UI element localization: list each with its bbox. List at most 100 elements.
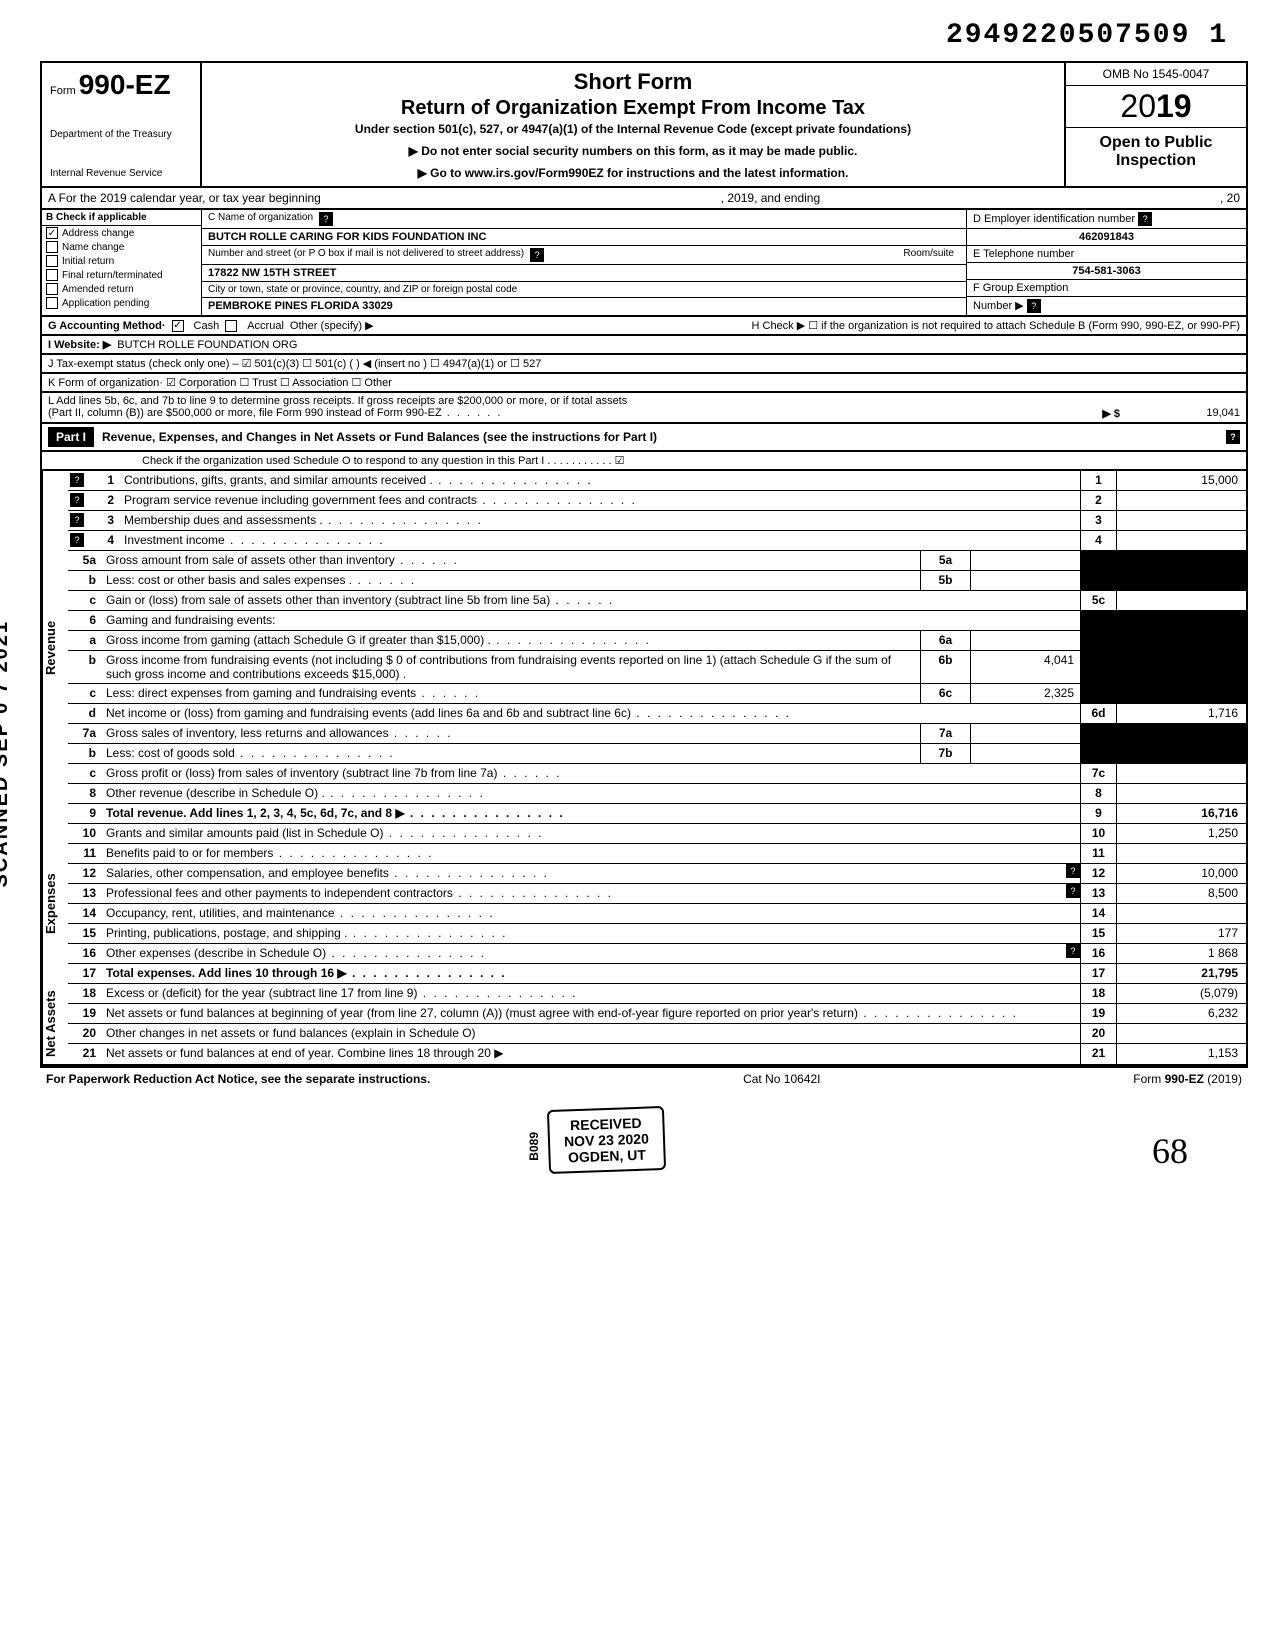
help-icon[interactable]: ? bbox=[1066, 884, 1080, 898]
line-l-text1: L Add lines 5b, 6c, and 7b to line 9 to … bbox=[48, 395, 1240, 407]
help-icon[interactable]: ? bbox=[70, 473, 84, 487]
line-num: 14 bbox=[68, 904, 102, 923]
label-application-pending: Application pending bbox=[62, 298, 149, 309]
blackout-cell bbox=[1116, 551, 1246, 570]
line-ref: 20 bbox=[1080, 1024, 1116, 1043]
line-ref: 11 bbox=[1080, 844, 1116, 863]
line-desc: Total expenses. Add lines 10 through 16 … bbox=[102, 964, 1080, 983]
checkbox-address-change[interactable]: ✓Address change bbox=[42, 226, 201, 240]
form-prefix: Form bbox=[50, 85, 76, 97]
line-num: 17 bbox=[68, 964, 102, 983]
column-c-org-info: C Name of organization ? BUTCH ROLLE CAR… bbox=[202, 210, 966, 315]
label-city: City or town, state or province, country… bbox=[208, 284, 517, 295]
line-num: 11 bbox=[68, 844, 102, 863]
line-desc: Other expenses (describe in Schedule O) bbox=[102, 944, 1066, 963]
line-num: 7a bbox=[68, 724, 102, 743]
line-desc: Membership dues and assessments . bbox=[120, 511, 1080, 530]
line-ref: 9 bbox=[1080, 804, 1116, 823]
footer-form-ref: Form 990-EZ (2019) bbox=[1133, 1072, 1242, 1086]
revenue-section: Revenue ?1Contributions, gifts, grants, … bbox=[40, 471, 1248, 824]
expenses-section: Expenses 10Grants and similar amounts pa… bbox=[40, 824, 1248, 984]
line-num: b bbox=[68, 571, 102, 590]
help-icon[interactable]: ? bbox=[1138, 212, 1152, 226]
line-amount: 6,232 bbox=[1116, 1004, 1246, 1023]
help-icon[interactable]: ? bbox=[70, 513, 84, 527]
line-amount: 15,000 bbox=[1116, 471, 1246, 490]
checkbox-name-change[interactable]: Name change bbox=[42, 240, 201, 254]
blackout-cell bbox=[1080, 744, 1116, 763]
label-street: Number and street (or P O box if mail is… bbox=[208, 248, 524, 262]
tax-year: 2019 bbox=[1066, 86, 1246, 128]
title-short-form: Short Form bbox=[212, 69, 1054, 95]
line-num: 9 bbox=[68, 804, 102, 823]
blackout-cell bbox=[1080, 551, 1116, 570]
label-other-specify: Other (specify) ▶ bbox=[290, 319, 374, 332]
row-a-tax-year: A For the 2019 calendar year, or tax yea… bbox=[40, 188, 1248, 210]
checkbox-cash[interactable]: ✓ bbox=[172, 320, 184, 332]
line-amount: 1,716 bbox=[1116, 704, 1246, 723]
checkbox-amended-return[interactable]: Amended return bbox=[42, 282, 201, 296]
checkbox-application-pending[interactable]: Application pending bbox=[42, 296, 201, 310]
line-desc: Gain or (loss) from sale of assets other… bbox=[102, 591, 1080, 610]
line-amount bbox=[1116, 904, 1246, 923]
line-amount: 1,250 bbox=[1116, 824, 1246, 843]
blackout-cell bbox=[1116, 744, 1246, 763]
line-num: 8 bbox=[68, 784, 102, 803]
form-number: 990-EZ bbox=[79, 69, 171, 100]
label-cash: Cash bbox=[194, 320, 220, 332]
checkbox-initial-return[interactable]: Initial return bbox=[42, 254, 201, 268]
part1-label: Part I bbox=[48, 427, 94, 447]
line-ref: 3 bbox=[1080, 511, 1116, 530]
checkbox-final-return[interactable]: Final return/terminated bbox=[42, 268, 201, 282]
org-name: BUTCH ROLLE CARING FOR KIDS FOUNDATION I… bbox=[208, 231, 486, 243]
line-ref: 1 bbox=[1080, 471, 1116, 490]
line-desc: Other changes in net assets or fund bala… bbox=[102, 1024, 1080, 1043]
part1-check-line: Check if the organization used Schedule … bbox=[40, 452, 1248, 471]
help-icon[interactable]: ? bbox=[70, 493, 84, 507]
line-desc: Benefits paid to or for members bbox=[102, 844, 1080, 863]
line-num: 20 bbox=[68, 1024, 102, 1043]
label-org-name: C Name of organization bbox=[208, 212, 313, 226]
line-num: 5a bbox=[68, 551, 102, 570]
line-num: 10 bbox=[68, 824, 102, 843]
help-icon[interactable]: ? bbox=[319, 212, 333, 226]
line-l-text2: (Part II, column (B)) are $500,000 or mo… bbox=[48, 407, 502, 420]
line-num: 2 bbox=[86, 491, 120, 510]
blackout-cell bbox=[1116, 631, 1246, 650]
line-i-website: I Website: ▶ BUTCH ROLLE FOUNDATION ORG bbox=[40, 336, 1248, 355]
help-icon[interactable]: ? bbox=[70, 533, 84, 547]
line-ref: 17 bbox=[1080, 964, 1116, 983]
blackout-cell bbox=[1080, 571, 1116, 590]
line-num: d bbox=[68, 704, 102, 723]
help-icon[interactable]: ? bbox=[1066, 944, 1080, 958]
help-icon[interactable]: ? bbox=[530, 248, 544, 262]
help-icon[interactable]: ? bbox=[1066, 864, 1080, 878]
line-desc: Gross income from fundraising events (no… bbox=[102, 651, 920, 683]
sub-ref: 7a bbox=[920, 724, 970, 743]
line-ref: 2 bbox=[1080, 491, 1116, 510]
line-ref: 18 bbox=[1080, 984, 1116, 1003]
label-i: I Website: ▶ bbox=[48, 338, 111, 351]
help-icon[interactable]: ? bbox=[1226, 430, 1240, 444]
website-value: BUTCH ROLLE FOUNDATION ORG bbox=[117, 339, 297, 351]
sub-amount: 2,325 bbox=[970, 684, 1080, 703]
line-j-tax-exempt: J Tax-exempt status (check only one) – ☑… bbox=[40, 355, 1248, 374]
checkbox-accrual[interactable] bbox=[225, 320, 237, 332]
line-k-form-org: K Form of organization· ☑ Corporation ☐ … bbox=[40, 374, 1248, 393]
line-ref: 5c bbox=[1080, 591, 1116, 610]
help-icon[interactable]: ? bbox=[1027, 299, 1041, 313]
blackout-cell bbox=[1080, 651, 1116, 683]
line-num: c bbox=[68, 591, 102, 610]
scanned-stamp: SCANNED SEP 0 7 2021 bbox=[0, 620, 13, 888]
line-amount: 177 bbox=[1116, 924, 1246, 943]
line-num: c bbox=[68, 764, 102, 783]
row-a-mid: , 2019, and ending bbox=[721, 191, 820, 205]
line-num: 13 bbox=[68, 884, 102, 903]
line-ref: 15 bbox=[1080, 924, 1116, 943]
line-l-gross-receipts: L Add lines 5b, 6c, and 7b to line 9 to … bbox=[40, 393, 1248, 424]
row-a-right: , 20 bbox=[1220, 191, 1240, 205]
line-desc: Excess or (deficit) for the year (subtra… bbox=[102, 984, 1080, 1003]
line-desc: Gross income from gaming (attach Schedul… bbox=[102, 631, 920, 650]
label-g: G Accounting Method· bbox=[48, 320, 166, 332]
blackout-cell bbox=[1116, 651, 1246, 683]
